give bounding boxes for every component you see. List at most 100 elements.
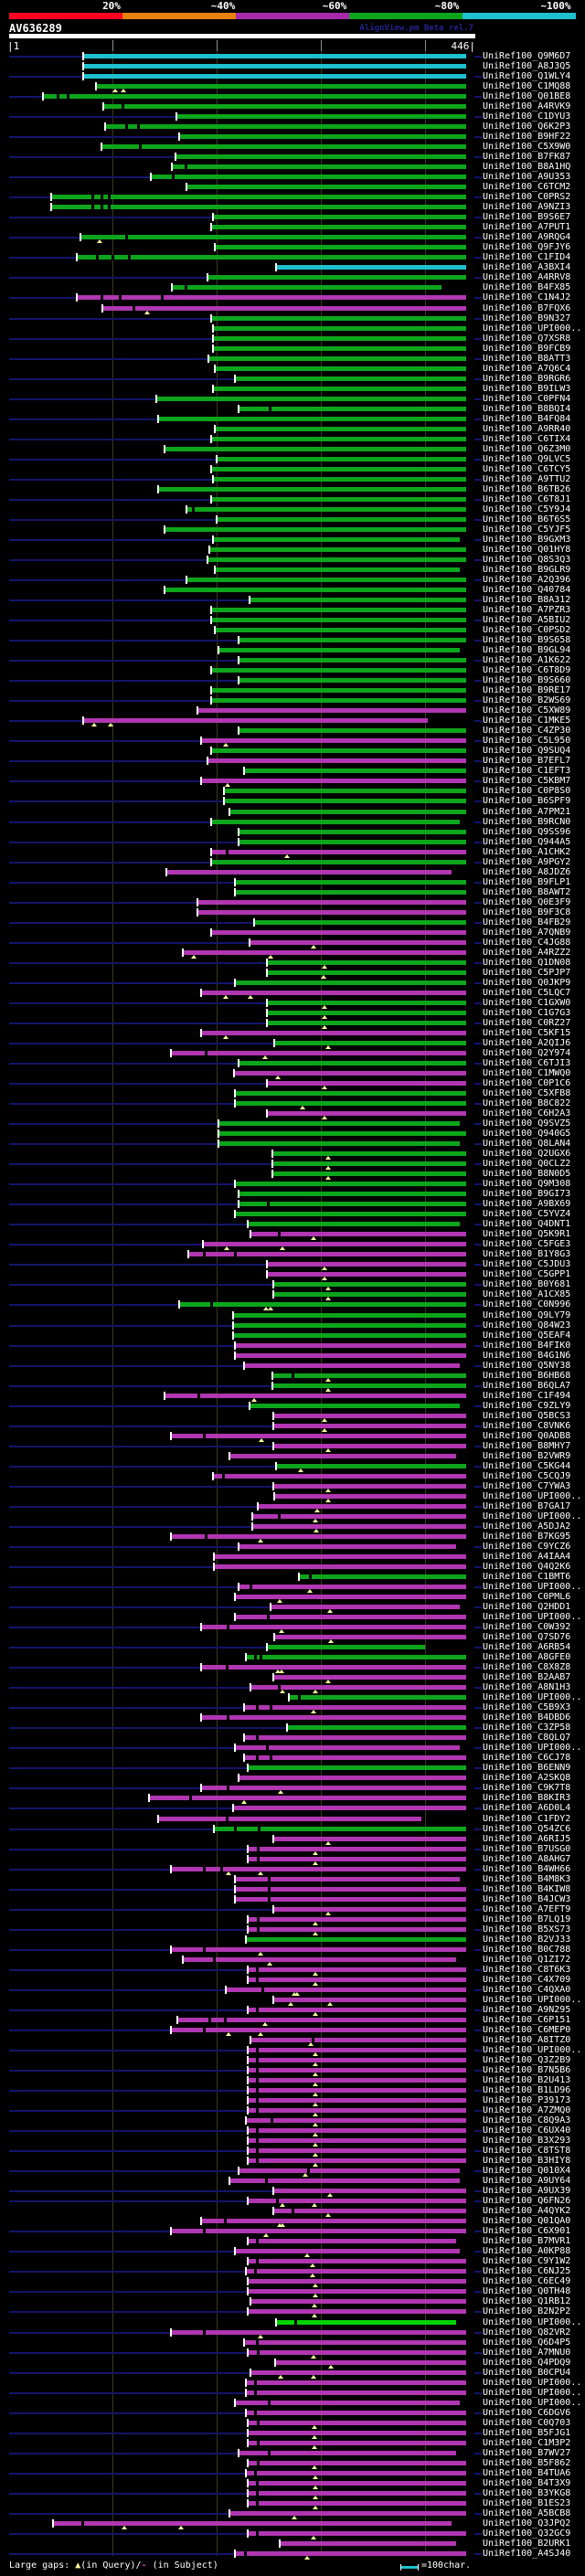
hit-row[interactable]: UniRef100_B9HF22 — [0, 132, 585, 142]
hit-bar[interactable] — [267, 1111, 466, 1116]
hit-bar[interactable] — [235, 1212, 466, 1216]
hit-bar[interactable] — [176, 114, 466, 119]
hit-row[interactable]: UniRef100_B2AAB7 — [0, 1672, 585, 1683]
hit-label[interactable]: UniRef100_B2VWR9 — [483, 1451, 571, 1461]
hit-bar[interactable] — [229, 2178, 460, 2183]
hit-label[interactable]: UniRef100_A9RQG4 — [483, 232, 571, 242]
hit-bar[interactable] — [289, 1695, 466, 1700]
hit-bar[interactable] — [248, 2058, 466, 2062]
hit-bar[interactable] — [239, 830, 466, 834]
hit-label[interactable]: UniRef100_A4RZZ2 — [483, 948, 571, 958]
hit-bar[interactable] — [250, 598, 466, 602]
hit-bar[interactable] — [267, 1272, 466, 1277]
hit-label[interactable]: UniRef100_A8ITZ0 — [483, 2035, 571, 2045]
hit-label[interactable]: UniRef100_Q32GC9 — [483, 2528, 571, 2539]
hit-bar[interactable] — [273, 1998, 466, 2002]
hit-label[interactable]: UniRef100_Q9LY79 — [483, 1310, 571, 1320]
hit-label[interactable]: UniRef100_B1LD96 — [483, 2085, 571, 2095]
hit-label[interactable]: UniRef100_Q8LAN4 — [483, 1139, 571, 1149]
hit-bar[interactable] — [171, 1051, 466, 1055]
hit-label[interactable]: UniRef100_C9K7T8 — [483, 1783, 571, 1793]
hit-label[interactable]: UniRef100_Q01QA0 — [483, 2216, 571, 2226]
hit-row[interactable]: UniRef100_A0KP88 — [0, 2246, 585, 2257]
hit-row[interactable]: UniRef100_B9S658 — [0, 635, 585, 645]
hit-label[interactable]: UniRef100_A6D0L4 — [483, 1803, 571, 1813]
hit-label[interactable]: UniRef100_Q1ZI72 — [483, 1955, 571, 1965]
hit-bar[interactable] — [218, 1121, 460, 1126]
hit-row[interactable]: UniRef100_A4SJ40 — [0, 2549, 585, 2560]
hit-bar[interactable] — [250, 2038, 466, 2042]
hit-label[interactable]: UniRef100_A9NZI3 — [483, 202, 571, 212]
hit-label[interactable]: UniRef100_A4IAA4 — [483, 1552, 571, 1562]
hit-row[interactable]: UniRef100_A7EFT9 — [0, 1904, 585, 1915]
hit-label[interactable]: UniRef100_C0P8S0 — [483, 786, 571, 796]
hit-bar[interactable] — [248, 2128, 466, 2133]
hit-label[interactable]: UniRef100_A5BCB8 — [483, 2508, 571, 2518]
hit-row[interactable]: UniRef100_A1K622 — [0, 655, 585, 665]
hit-label[interactable]: UniRef100_B9ILW3 — [483, 384, 571, 394]
hit-row[interactable]: UniRef100_UPI000.. — [0, 1491, 585, 1502]
hit-row[interactable]: UniRef100_B7USG0 — [0, 1844, 585, 1855]
hit-bar[interactable] — [224, 789, 466, 793]
hit-label[interactable]: UniRef100_B6QLA7 — [483, 1381, 571, 1391]
hit-bar[interactable] — [248, 1222, 460, 1226]
hit-bar[interactable] — [239, 1192, 466, 1196]
hit-row[interactable]: UniRef100_C6P151 — [0, 2015, 585, 2026]
hit-row[interactable]: UniRef100_C5X9W0 — [0, 142, 585, 152]
hit-bar[interactable] — [229, 1454, 456, 1458]
hit-row[interactable]: UniRef100_B8MHY7 — [0, 1441, 585, 1452]
hit-row[interactable]: UniRef100_Q944A5 — [0, 837, 585, 847]
hit-label[interactable]: UniRef100_B9S660 — [483, 675, 571, 685]
hit-label[interactable]: UniRef100_B9S6E7 — [483, 212, 571, 222]
hit-row[interactable]: UniRef100_Q9LY79 — [0, 1310, 585, 1320]
hit-row[interactable]: UniRef100_Q01QA0 — [0, 2216, 585, 2227]
hit-bar[interactable] — [246, 2269, 466, 2274]
hit-label[interactable]: UniRef100_UPI000.. — [483, 1491, 582, 1501]
hit-row[interactable]: UniRef100_B9S660 — [0, 675, 585, 685]
hit-bar[interactable] — [211, 860, 466, 864]
hit-row[interactable]: UniRef100_UPI000.. — [0, 2317, 585, 2327]
hit-row[interactable]: UniRef100_A7PUT1 — [0, 222, 585, 232]
hit-label[interactable]: UniRef100_B3YKG8 — [483, 2488, 571, 2498]
hit-row[interactable]: UniRef100_C0P1C6 — [0, 1078, 585, 1089]
hit-row[interactable]: UniRef100_B7FQX6 — [0, 303, 585, 314]
hit-label[interactable]: UniRef100_Q1WLY4 — [483, 71, 571, 81]
hit-row[interactable]: UniRef100_Q5BCS3 — [0, 1411, 585, 1422]
hit-row[interactable]: UniRef100_C8TST8 — [0, 2146, 585, 2157]
hit-label[interactable]: UniRef100_A9RR40 — [483, 424, 571, 434]
hit-bar[interactable] — [207, 758, 466, 763]
hit-bar[interactable] — [248, 2431, 466, 2435]
hit-bar[interactable] — [215, 427, 466, 431]
hit-label[interactable]: UniRef100_Q9M6D7 — [483, 51, 571, 61]
hit-bar[interactable] — [235, 2249, 460, 2253]
hit-label[interactable]: UniRef100_B7GA17 — [483, 1501, 571, 1511]
hit-label[interactable]: UniRef100_C6TCY5 — [483, 464, 571, 474]
hit-bar[interactable] — [217, 457, 466, 461]
hit-label[interactable]: UniRef100_C4JG88 — [483, 938, 571, 948]
hit-row[interactable]: UniRef100_A9BX69 — [0, 1199, 585, 1209]
hit-row[interactable]: UniRef100_C5CQJ9 — [0, 1471, 585, 1481]
hit-bar[interactable] — [239, 1776, 466, 1780]
hit-row[interactable]: UniRef100_C6TJI3 — [0, 1058, 585, 1068]
hit-row[interactable]: UniRef100_C4ZP30 — [0, 726, 585, 736]
hit-bar[interactable] — [179, 1302, 466, 1307]
hit-row[interactable]: UniRef100_B2URK1 — [0, 2539, 585, 2549]
hit-row[interactable]: UniRef100_C1G7G3 — [0, 1008, 585, 1019]
hit-label[interactable]: UniRef100_C1N4J2 — [483, 292, 571, 302]
hit-label[interactable]: UniRef100_Q6K2P3 — [483, 122, 571, 132]
hit-row[interactable]: UniRef100_Q5NY38 — [0, 1361, 585, 1371]
hit-label[interactable]: UniRef100_C1MWQ0 — [483, 1068, 571, 1078]
hit-label[interactable]: UniRef100_UPI000.. — [483, 1582, 582, 1592]
hit-row[interactable]: UniRef100_B6HB68 — [0, 1371, 585, 1382]
hit-row[interactable]: UniRef100_C1F494 — [0, 1391, 585, 1402]
hit-label[interactable]: UniRef100_Q4Q2K6 — [483, 1562, 571, 1572]
hit-row[interactable]: UniRef100_C6H2A3 — [0, 1108, 585, 1119]
hit-bar[interactable] — [149, 1796, 466, 1800]
hit-bar[interactable] — [239, 678, 466, 683]
hit-bar[interactable] — [201, 991, 466, 995]
hit-label[interactable]: UniRef100_C9Y1W2 — [483, 2256, 571, 2266]
hit-bar[interactable] — [166, 870, 452, 875]
hit-label[interactable]: UniRef100_Q01HY8 — [483, 545, 571, 555]
hit-bar[interactable] — [273, 1837, 466, 1841]
hit-row[interactable]: UniRef100_C8QLQ7 — [0, 1733, 585, 1743]
